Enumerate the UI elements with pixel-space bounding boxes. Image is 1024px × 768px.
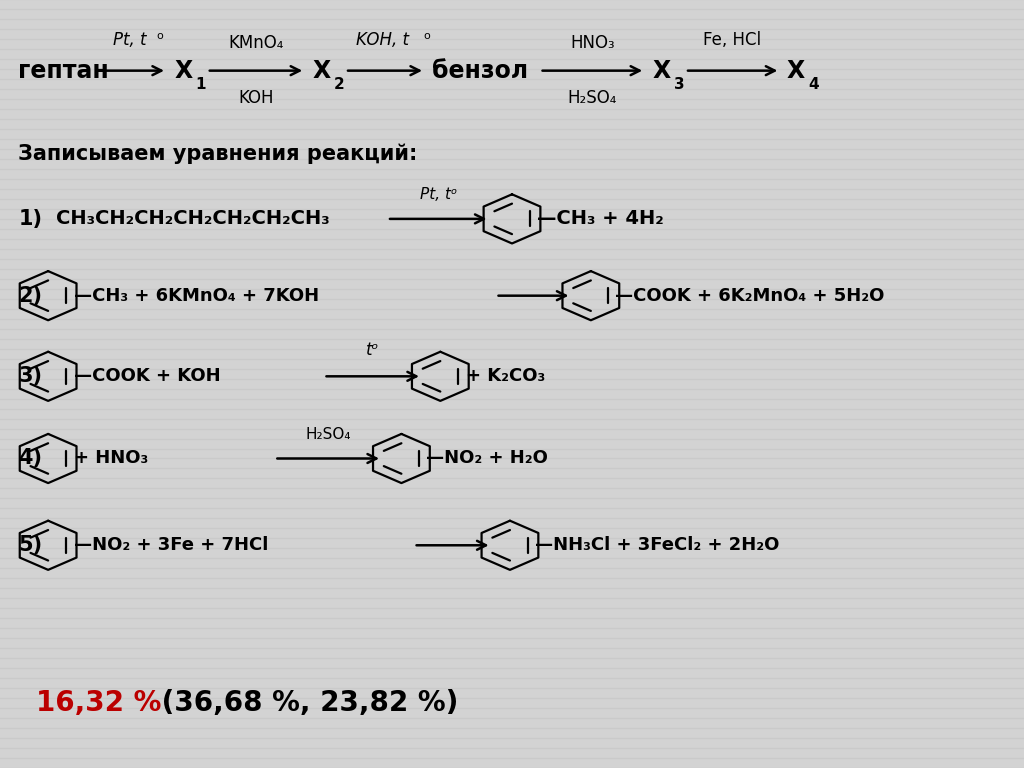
Text: HNO₃: HNO₃ xyxy=(570,35,614,52)
Text: X: X xyxy=(652,58,671,83)
Text: Pt, tᵒ: Pt, tᵒ xyxy=(420,187,457,202)
Text: —NH₃Cl + 3FeCl₂ + 2H₂O: —NH₃Cl + 3FeCl₂ + 2H₂O xyxy=(535,536,779,554)
Text: Pt, t: Pt, t xyxy=(114,31,146,49)
Text: 4: 4 xyxy=(808,77,818,92)
Text: 1): 1) xyxy=(18,209,42,229)
Text: X: X xyxy=(786,58,805,83)
Text: —CH₃ + 6KMnO₄ + 7KOH: —CH₃ + 6KMnO₄ + 7KOH xyxy=(74,286,318,305)
Text: X: X xyxy=(174,58,193,83)
Text: o: o xyxy=(157,31,164,41)
Text: X: X xyxy=(312,58,331,83)
Text: KOH, t: KOH, t xyxy=(356,31,410,49)
Text: + HNO₃: + HNO₃ xyxy=(74,449,148,468)
Text: 1: 1 xyxy=(196,77,206,92)
Text: 16,32 %: 16,32 % xyxy=(36,689,161,717)
Text: 2): 2) xyxy=(18,286,42,306)
Text: (36,68 %, 23,82 %): (36,68 %, 23,82 %) xyxy=(152,689,458,717)
Text: —NO₂ + 3Fe + 7HCl: —NO₂ + 3Fe + 7HCl xyxy=(74,536,268,554)
Text: KOH: KOH xyxy=(239,89,273,107)
Text: H₂SO₄: H₂SO₄ xyxy=(305,426,351,442)
Text: —NO₂ + H₂O: —NO₂ + H₂O xyxy=(426,449,548,468)
Text: + K₂CO₃: + K₂CO₃ xyxy=(466,367,545,386)
Text: —COOK + 6K₂MnO₄ + 5H₂O: —COOK + 6K₂MnO₄ + 5H₂O xyxy=(615,286,885,305)
Text: Записываем уравнения реакций:: Записываем уравнения реакций: xyxy=(18,144,418,164)
Text: 3: 3 xyxy=(674,77,684,92)
Text: 4): 4) xyxy=(18,449,42,468)
Text: CH₃CH₂CH₂CH₂CH₂CH₂CH₃: CH₃CH₂CH₂CH₂CH₂CH₂CH₃ xyxy=(56,210,330,228)
Text: 5): 5) xyxy=(18,535,43,555)
Text: o: o xyxy=(423,31,430,41)
Text: бензол: бензол xyxy=(432,58,528,83)
Text: H₂SO₄: H₂SO₄ xyxy=(567,89,617,107)
Text: tᵒ: tᵒ xyxy=(366,342,380,359)
Text: —CH₃ + 4H₂: —CH₃ + 4H₂ xyxy=(537,210,664,228)
Text: KMnO₄: KMnO₄ xyxy=(228,35,284,52)
Text: 3): 3) xyxy=(18,366,42,386)
Text: 2: 2 xyxy=(334,77,344,92)
Text: гептан: гептан xyxy=(18,58,110,83)
Text: Fe, HCl: Fe, HCl xyxy=(703,31,761,49)
Text: —COOK + KOH: —COOK + KOH xyxy=(74,367,220,386)
